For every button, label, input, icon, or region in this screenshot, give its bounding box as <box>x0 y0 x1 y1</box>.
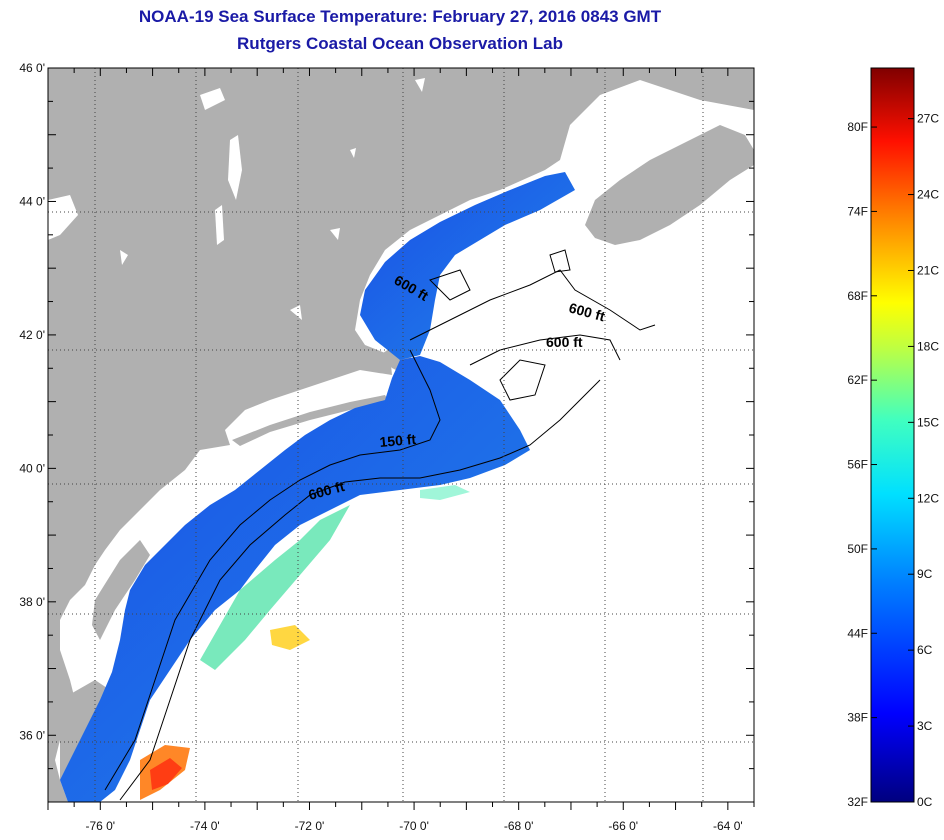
greenish-shelf-edge <box>200 505 350 670</box>
map-subtitle: Rutgers Coastal Ocean Observation Lab <box>237 34 563 53</box>
warm-patch-mid <box>270 625 310 650</box>
colorbar-c-label: 6C <box>917 643 933 657</box>
sea-shelf <box>60 356 530 802</box>
lon-tick-label: -66 0' <box>608 819 638 833</box>
lat-tick-label: 46 0' <box>19 61 45 75</box>
lon-tick-label: -74 0' <box>190 819 220 833</box>
colorbar-f-label: 38F <box>847 711 868 725</box>
contour-label-600ft-georges: 600 ft <box>546 334 583 350</box>
colorbar-c-label: 0C <box>917 795 933 809</box>
colorbar-f-label: 68F <box>847 289 868 303</box>
colorbar-c-label: 27C <box>917 112 939 126</box>
colorbar-f-label: 50F <box>847 542 868 556</box>
greenish-bank <box>420 485 470 500</box>
colorbar-c-label: 12C <box>917 491 939 505</box>
lon-tick-label: -76 0' <box>85 819 115 833</box>
colorbar-c-label: 9C <box>917 567 933 581</box>
warm-patch-south-core <box>150 758 182 790</box>
colorbar-f-label: 56F <box>847 458 868 472</box>
colorbar-c-label: 21C <box>917 263 939 277</box>
colorbar-c-label: 24C <box>917 188 939 202</box>
land-mainland <box>48 68 754 802</box>
contour-label-150ft: 150 ft <box>379 431 417 450</box>
latitude-labels: 46 0' 44 0' 42 0' 40 0' 38 0' 36 0' <box>19 61 45 742</box>
colorbar-c-label: 15C <box>917 415 939 429</box>
land-nova-scotia <box>585 125 754 245</box>
lat-tick-label: 36 0' <box>19 728 45 742</box>
longitude-labels: -76 0' -74 0' -72 0' -70 0' -68 0' -66 0' -64 … <box>85 819 742 833</box>
lat-tick-label: 40 0' <box>19 461 45 475</box>
colorbar-c-label: 18C <box>917 339 939 353</box>
colorbar-c-label: 3C <box>917 719 933 733</box>
lakes <box>48 78 425 320</box>
lat-tick-label: 44 0' <box>19 194 45 208</box>
land-long-island <box>232 395 388 446</box>
map-title: NOAA-19 Sea Surface Temperature: Februar… <box>138 7 662 26</box>
lat-tick-label: 42 0' <box>19 328 45 342</box>
land-delmarva <box>92 540 150 640</box>
colorbar-f-label: 80F <box>847 120 868 134</box>
lon-tick-label: -70 0' <box>399 819 429 833</box>
colorbar-f-label: 62F <box>847 373 868 387</box>
colorbar-f-label: 44F <box>847 626 868 640</box>
graticule <box>48 68 754 802</box>
lat-tick-label: 38 0' <box>19 595 45 609</box>
colorbar <box>870 67 915 803</box>
lon-tick-label: -68 0' <box>504 819 534 833</box>
bathymetry-contours <box>104 249 656 801</box>
axis-ticks <box>47 67 755 810</box>
colorbar-celsius-labels: 27C 24C 21C 18C 15C 12C 9C 6C 3C 0C <box>908 112 939 809</box>
colorbar-fahrenheit-labels: 80F 74F 68F 62F 56F 50F 44F 38F 32F <box>847 120 877 809</box>
colorbar-f-label: 74F <box>847 204 868 218</box>
lon-tick-label: -72 0' <box>295 819 325 833</box>
lon-tick-label: -64 0' <box>713 819 743 833</box>
colorbar-f-label: 32F <box>847 795 868 809</box>
sea-gulf-of-maine <box>360 172 575 360</box>
